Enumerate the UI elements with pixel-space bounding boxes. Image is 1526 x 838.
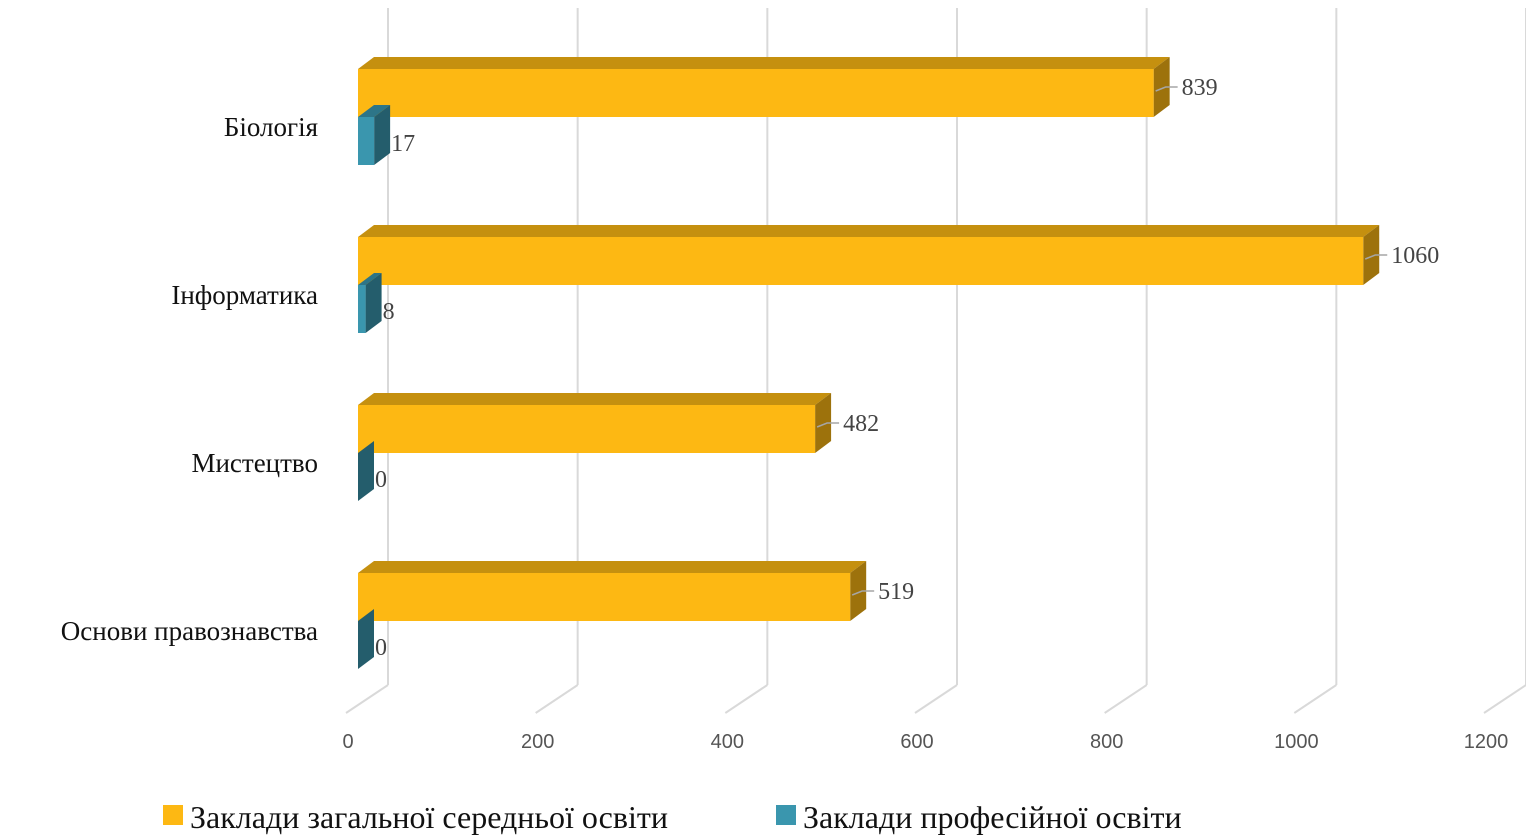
legend-entry-label: Заклади загальної середньої освіти xyxy=(190,799,668,835)
bar-side-face xyxy=(374,105,391,165)
bars xyxy=(358,57,1380,669)
data-label-leader xyxy=(1155,86,1178,92)
bar-front-face xyxy=(358,405,816,453)
data-label: 1060 xyxy=(1391,243,1439,269)
data-label: 0 xyxy=(375,635,387,661)
x-tick-label: 0 xyxy=(342,731,353,753)
bar-vocational-education xyxy=(358,273,382,333)
x-axis-ticks: 0 200 400 600 800 1000 1200 xyxy=(342,731,1508,753)
data-label: 839 xyxy=(1182,75,1218,101)
floor-gridline xyxy=(1293,684,1337,714)
bar-side-face xyxy=(815,393,832,453)
x-tick-label: 800 xyxy=(1090,731,1123,753)
x-tick-label: 1200 xyxy=(1464,731,1509,753)
category-label: Інформатика xyxy=(171,280,318,310)
gridlines xyxy=(345,8,1526,714)
bar-general-education xyxy=(358,561,867,621)
bar-front-face xyxy=(358,285,366,333)
bar-side-face xyxy=(850,561,867,621)
bar-general-education xyxy=(358,225,1380,285)
data-label-leader xyxy=(851,590,875,596)
bar-side-face xyxy=(365,273,382,333)
bar-top-face xyxy=(358,105,391,117)
data-labels: 839 17 1060 8 482 0 519 0 xyxy=(375,75,1439,661)
category-labels: Біологія Інформатика Мистецтво Основи право… xyxy=(61,112,318,646)
bar-top-face xyxy=(358,561,867,573)
bar-front-face xyxy=(358,237,1364,285)
floor-gridline xyxy=(1483,684,1526,714)
x-tick-label: 1000 xyxy=(1274,731,1319,753)
bar-side-face xyxy=(358,609,374,669)
category-label: Мистецтво xyxy=(191,448,318,478)
data-label: 482 xyxy=(843,411,879,437)
bar-side-face xyxy=(1153,57,1170,117)
floor-gridline xyxy=(345,684,389,714)
bar-general-education xyxy=(358,393,832,453)
bar-top-face xyxy=(358,393,832,405)
x-tick-label: 600 xyxy=(900,731,933,753)
bar-front-face xyxy=(358,117,375,165)
bar-front-face xyxy=(358,69,1154,117)
category-label: Біологія xyxy=(224,112,318,142)
floor-gridline xyxy=(914,684,958,714)
bar-general-education xyxy=(358,57,1170,117)
bar-top-face xyxy=(358,225,1380,237)
x-tick-label: 400 xyxy=(711,731,744,753)
data-label: 8 xyxy=(383,299,395,325)
category-label: Основи правознавства xyxy=(61,616,318,646)
bar-vocational-education xyxy=(358,441,374,501)
data-label-leader xyxy=(816,422,840,428)
data-label: 519 xyxy=(878,579,914,605)
floor-gridline xyxy=(535,684,579,714)
data-label: 0 xyxy=(375,467,387,493)
bar-vocational-education xyxy=(358,105,391,165)
data-label-leader xyxy=(1364,254,1388,260)
bar-top-face xyxy=(358,57,1170,69)
bar-side-face xyxy=(358,441,374,501)
legend-swatch xyxy=(163,805,183,825)
floor-gridline xyxy=(724,684,768,714)
floor-gridline xyxy=(1104,684,1148,714)
bar-side-face xyxy=(1363,225,1380,285)
data-label: 17 xyxy=(391,131,415,157)
legend-entry-label: Заклади професійної освіти xyxy=(803,799,1182,835)
bar-top-face xyxy=(358,273,382,285)
legend: Заклади загальної середньої освіти Заклад… xyxy=(163,799,1182,835)
bar-front-face xyxy=(358,573,851,621)
bar-vocational-education xyxy=(358,609,374,669)
x-tick-label: 200 xyxy=(521,731,554,753)
legend-swatch xyxy=(776,805,796,825)
